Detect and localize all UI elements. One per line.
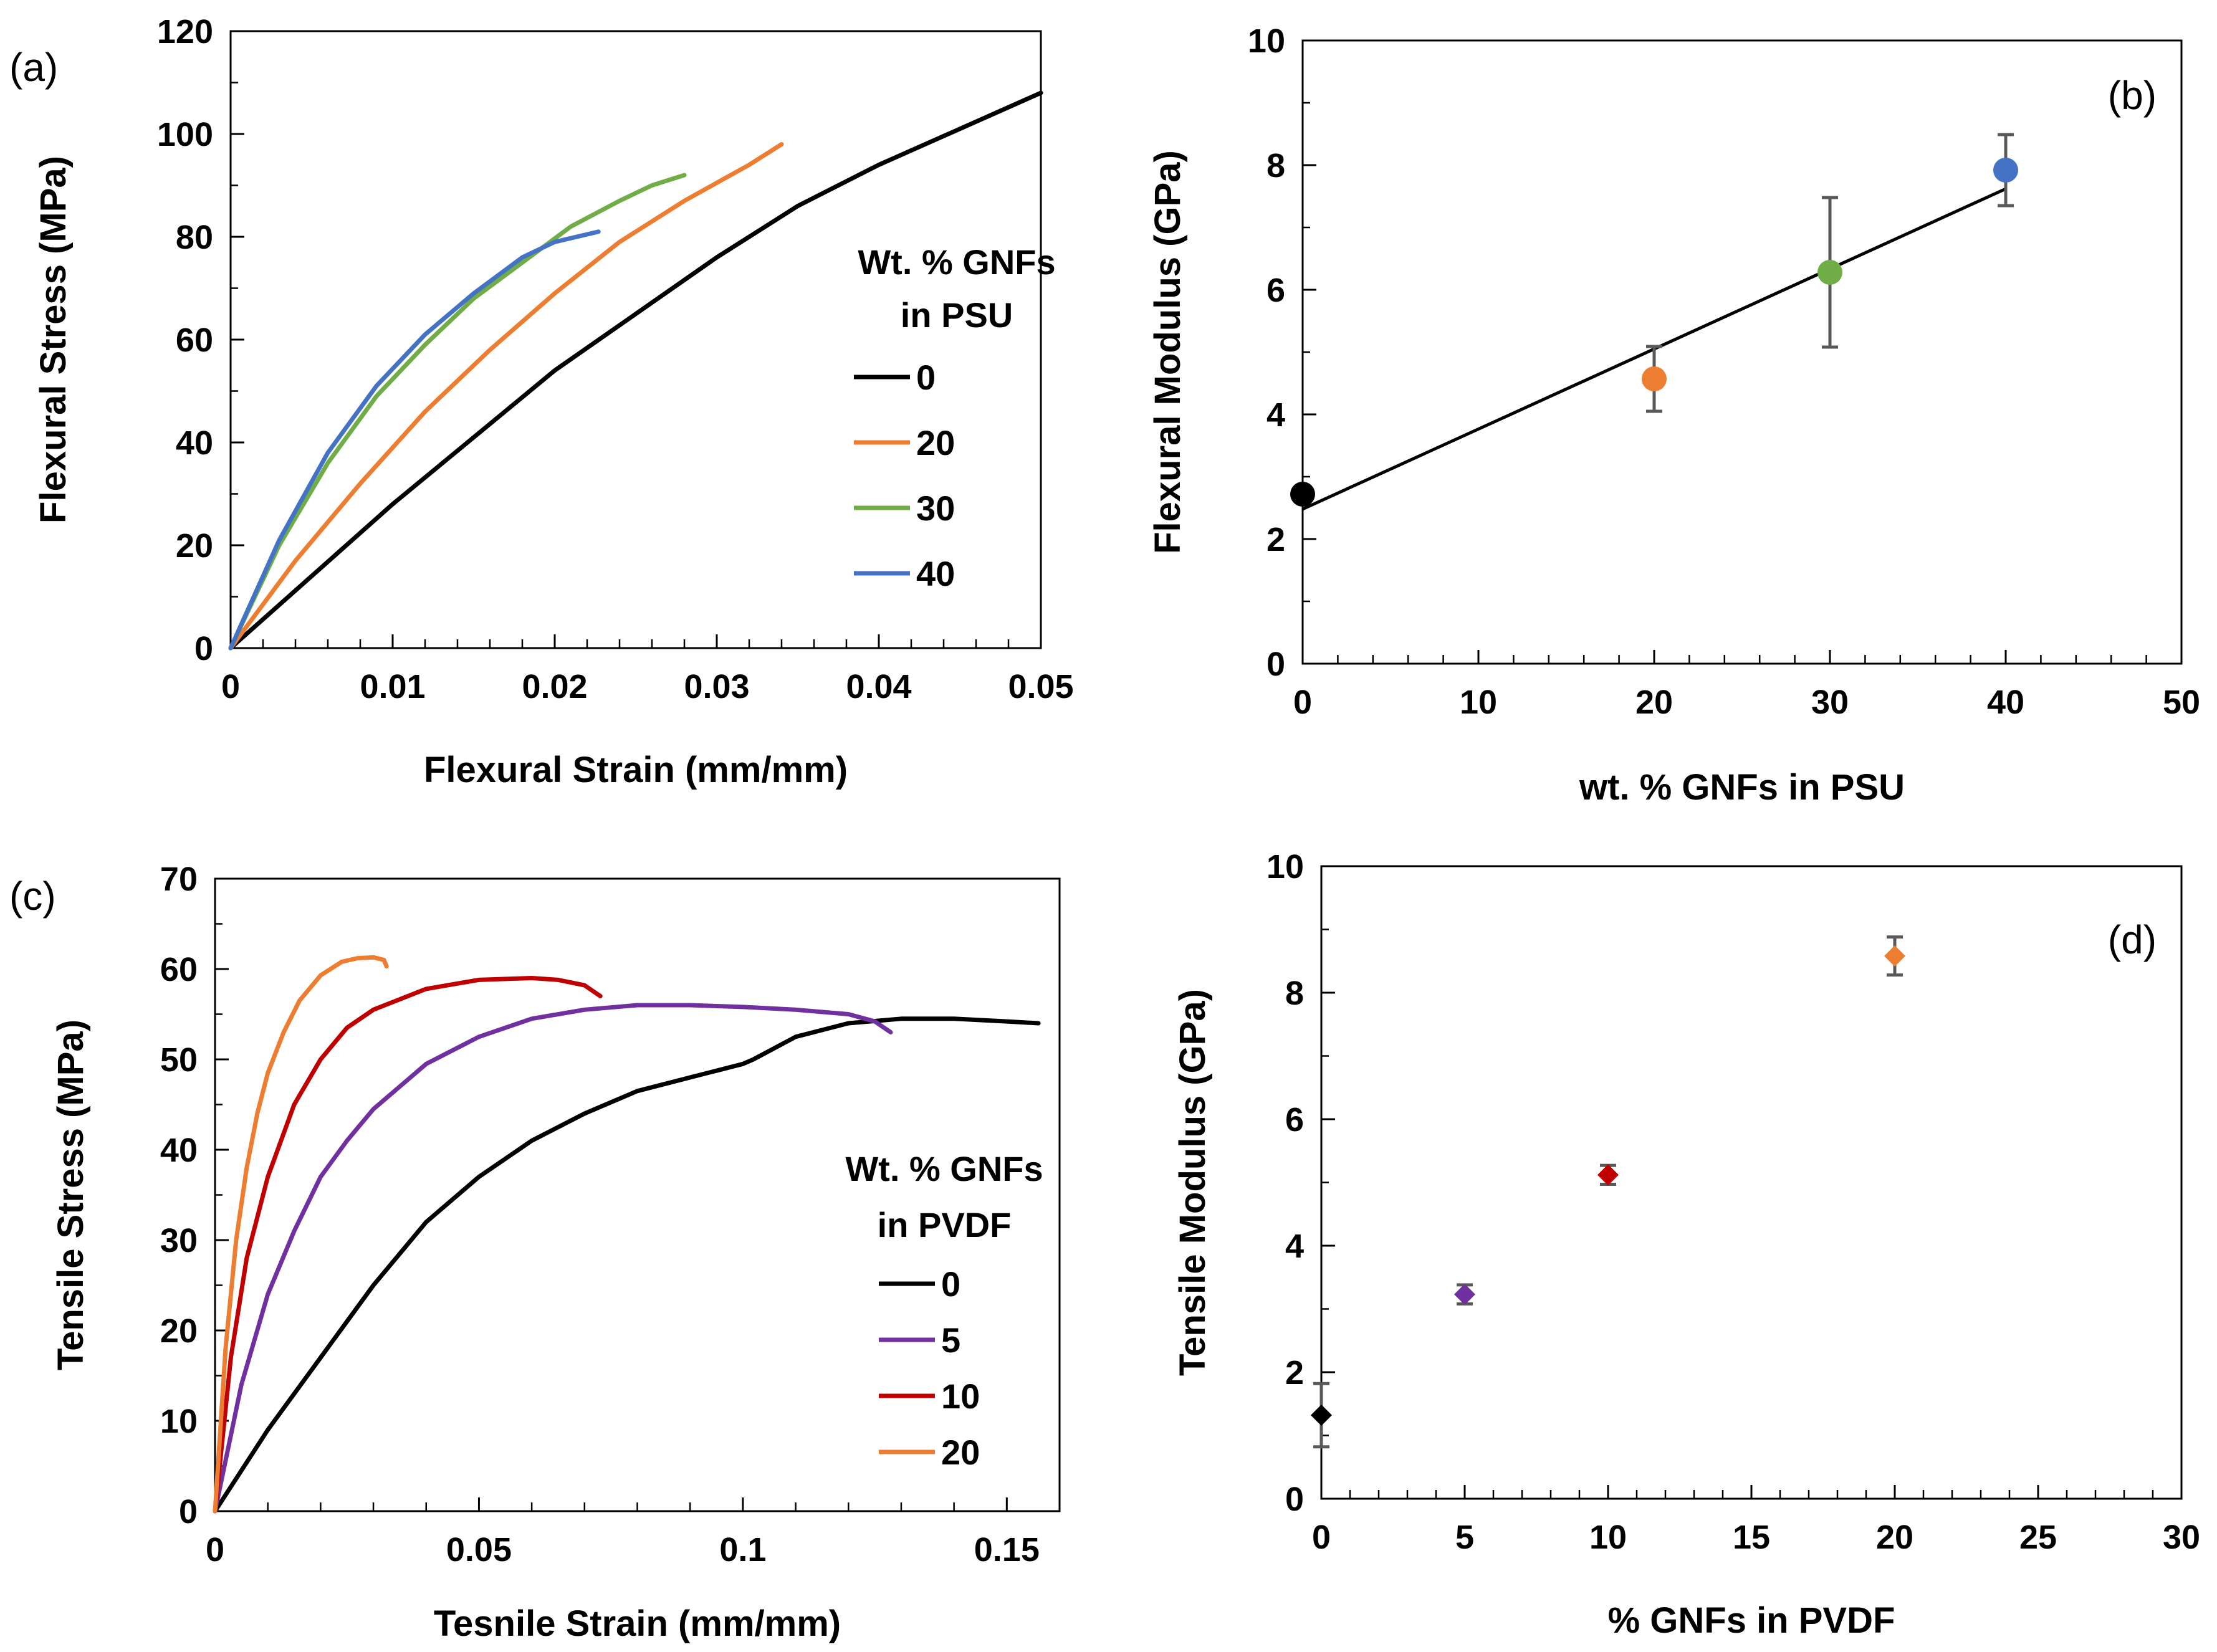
- legend-label-30: 30: [916, 489, 955, 528]
- y-axis-title: Flexural Stress (MPa): [33, 156, 74, 523]
- x-tick-label: 25: [2019, 1519, 2057, 1556]
- legend-title: in PSU: [901, 295, 1013, 335]
- series-line-40: [228, 229, 601, 651]
- x-tick-label: 0.01: [360, 668, 425, 705]
- y-tick-label: 0: [179, 1493, 198, 1530]
- data-point-2: [1597, 1164, 1619, 1186]
- y-tick-label: 50: [160, 1041, 198, 1079]
- x-tick-label: 0.04: [846, 668, 911, 705]
- legend-label-0: 0: [941, 1264, 960, 1304]
- x-tick-label: 0.05: [446, 1531, 512, 1568]
- y-tick-label: 60: [160, 951, 198, 988]
- panel-label: (c): [9, 874, 56, 919]
- data-point-3: [1884, 945, 1905, 967]
- x-tick-label: 30: [2163, 1519, 2200, 1556]
- y-tick-label: 4: [1267, 396, 1285, 434]
- y-tick-label: 30: [160, 1222, 198, 1259]
- x-axis-title: Flexural Strain (mm/mm): [424, 750, 848, 790]
- y-tick-label: 10: [1248, 22, 1285, 60]
- legend-title: in PVDF: [878, 1205, 1012, 1244]
- y-tick-label: 40: [160, 1132, 198, 1169]
- x-tick-label: 0: [221, 668, 240, 705]
- legend-title: Wt. % GNFs: [858, 242, 1055, 282]
- x-tick-label: 0: [1312, 1519, 1331, 1556]
- y-axis-title: Tensile Modulus (GPa): [1172, 989, 1213, 1376]
- data-point-0: [1311, 1405, 1332, 1426]
- x-tick-label: 30: [1811, 684, 1849, 721]
- chart-panel-1: 0 20 40 60 80 100 120 0 0.01 0.02 0.03 0.04 0.05 Flex…: [9, 13, 1074, 790]
- x-tick-label: 20: [1876, 1519, 1913, 1556]
- x-tick-label: 0: [1293, 684, 1312, 721]
- plot-frame: [214, 877, 1061, 1512]
- x-tick-label: 5: [1455, 1519, 1474, 1556]
- series-line-10: [213, 976, 603, 1514]
- x-tick-label: 0.05: [1008, 668, 1073, 705]
- data-point-0: [1290, 482, 1315, 507]
- y-tick-label: 2: [1267, 521, 1285, 558]
- x-tick-label: 20: [1635, 684, 1673, 721]
- y-tick-label: 70: [160, 861, 198, 898]
- y-tick-label: 10: [1267, 848, 1304, 886]
- x-tick-label: 0.02: [522, 668, 587, 705]
- plot-frame: [1320, 865, 2183, 1500]
- y-tick-label: 20: [160, 1312, 198, 1350]
- y-tick-label: 6: [1267, 272, 1285, 309]
- legend-title: Wt. % GNFs: [845, 1149, 1043, 1188]
- panel-label: (b): [2108, 73, 2157, 118]
- series-line-0: [213, 1016, 1041, 1514]
- panel-label: (d): [2108, 917, 2157, 962]
- plot-frame: [1301, 39, 2183, 665]
- y-tick-label: 2: [1285, 1354, 1304, 1392]
- series-line-20: [213, 955, 389, 1514]
- x-tick-label: 0.03: [684, 668, 749, 705]
- y-tick-label: 40: [176, 424, 213, 462]
- x-axis-title: Tesnile Strain (mm/mm): [434, 1603, 841, 1644]
- y-tick-label: 80: [176, 219, 213, 256]
- y-tick-label: 8: [1267, 147, 1285, 184]
- x-tick-label: 10: [1589, 1519, 1627, 1556]
- chart-panel-4: 0 2 4 6 8 10 0 5 10 15 20 25 30 % GNFs in PVDF Tensile…: [1172, 848, 2200, 1641]
- x-tick-label: 40: [1987, 684, 2024, 721]
- panel-label: (a): [9, 45, 58, 90]
- x-tick-label: 15: [1733, 1519, 1770, 1556]
- y-tick-label: 4: [1285, 1228, 1304, 1265]
- legend-label-10: 10: [941, 1377, 980, 1416]
- y-tick-label: 6: [1285, 1101, 1304, 1139]
- data-point-1: [1454, 1284, 1475, 1306]
- x-tick-label: 0.15: [974, 1531, 1040, 1568]
- y-tick-label: 120: [157, 13, 213, 50]
- y-tick-label: 0: [194, 630, 213, 667]
- y-tick-label: 20: [176, 527, 213, 565]
- legend-label-40: 40: [916, 554, 955, 593]
- series-line-0: [228, 90, 1043, 651]
- chart-panel-2: 0 2 4 6 8 10 0 10 20 30 40 50 wt. % GNFs in PSU Flexu…: [1147, 22, 2200, 808]
- x-tick-label: 10: [1460, 684, 1497, 721]
- data-point-2: [1817, 260, 1842, 285]
- y-tick-label: 8: [1285, 975, 1304, 1012]
- legend-label-0: 0: [916, 358, 936, 397]
- y-tick-label: 100: [157, 116, 213, 153]
- series-line-20: [228, 142, 784, 651]
- x-tick-label: 0: [206, 1531, 224, 1568]
- y-tick-label: 0: [1267, 646, 1285, 683]
- series-line-30: [228, 173, 687, 651]
- legend-label-5: 5: [941, 1320, 960, 1360]
- x-tick-label: 50: [2163, 684, 2200, 721]
- data-point-3: [1993, 158, 2018, 183]
- y-axis-title: Tensile Stress (MPa): [50, 1019, 91, 1370]
- y-axis-title: Flexural Modulus (GPa): [1147, 150, 1188, 554]
- series-line-5: [213, 1003, 893, 1514]
- y-tick-label: 0: [1285, 1481, 1304, 1518]
- x-axis-title: % GNFs in PVDF: [1608, 1600, 1895, 1641]
- x-tick-label: 0.1: [719, 1531, 766, 1568]
- legend-label-20: 20: [941, 1433, 980, 1472]
- legend-label-20: 20: [916, 423, 955, 462]
- x-axis-title: wt. % GNFs in PSU: [1579, 767, 1905, 808]
- y-tick-label: 10: [160, 1403, 198, 1440]
- y-tick-label: 60: [176, 322, 213, 359]
- data-point-1: [1642, 366, 1667, 391]
